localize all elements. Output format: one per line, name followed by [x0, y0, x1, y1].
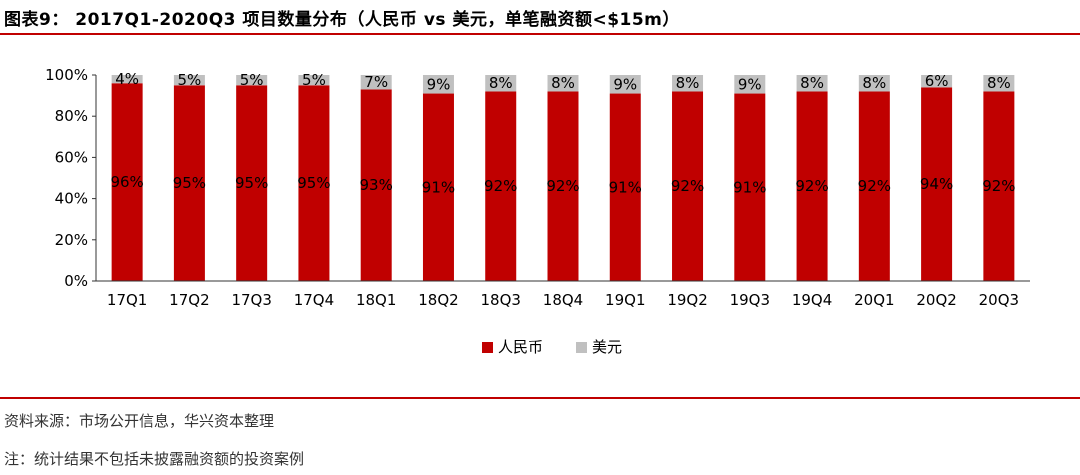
bar-rmb: [236, 85, 268, 281]
data-label-usd: 8%: [676, 74, 700, 92]
data-label-rmb: 96%: [110, 173, 143, 191]
bar-rmb: [734, 93, 766, 281]
y-tick-label: 100%: [45, 66, 88, 84]
legend-swatch: [482, 342, 493, 353]
legend: 人民币 美元: [482, 338, 622, 356]
bar-rmb: [360, 89, 392, 281]
source-note: 资料来源：市场公开信息，华兴资本整理: [4, 412, 275, 430]
bar-rmb: [298, 85, 330, 281]
bar-rmb: [921, 87, 953, 281]
bar-usd: [609, 75, 641, 94]
data-label-usd: 8%: [862, 74, 886, 92]
x-tick-label: 17Q2: [169, 291, 209, 309]
bar-rmb: [609, 93, 641, 281]
data-label-rmb: 91%: [733, 178, 766, 196]
bar-rmb: [111, 83, 143, 281]
bar-rmb: [547, 91, 579, 281]
bar-rmb: [858, 91, 890, 281]
data-label-usd: 7%: [364, 73, 388, 91]
data-label-rmb: 95%: [297, 174, 330, 192]
x-tick-label: 18Q1: [356, 291, 396, 309]
data-label-usd: 9%: [427, 75, 451, 93]
bar-usd: [921, 75, 953, 88]
data-label-usd: 8%: [489, 74, 513, 92]
data-label-rmb: 94%: [920, 175, 953, 193]
data-label-usd: 5%: [240, 71, 264, 89]
data-label-rmb: 92%: [982, 177, 1015, 195]
x-tick-label: 20Q2: [916, 291, 956, 309]
data-label-usd: 5%: [302, 71, 326, 89]
data-label-rmb: 92%: [858, 177, 891, 195]
x-tick-label: 19Q3: [730, 291, 770, 309]
y-tick-label: 60%: [55, 148, 88, 166]
footer-rule: [0, 397, 1080, 399]
title-rule: [0, 33, 1080, 35]
bar-usd: [796, 75, 828, 92]
bar-usd: [734, 75, 766, 94]
legend-label: 人民币: [498, 338, 543, 356]
legend-label: 美元: [592, 338, 622, 356]
bar-rmb: [173, 85, 205, 281]
data-label-usd: 8%: [800, 74, 824, 92]
data-label-usd: 9%: [738, 75, 762, 93]
bar-usd: [360, 75, 392, 90]
x-tick-label: 17Q3: [231, 291, 271, 309]
bar-rmb: [672, 91, 704, 281]
data-label-rmb: 95%: [173, 174, 206, 192]
stacked-bar-chart: 0%20%40%60%80%100% 96%4%95%5%95%5%95%5%9…: [45, 66, 1030, 356]
x-tick-label: 18Q3: [481, 291, 521, 309]
bar-usd: [858, 75, 890, 92]
bar-rmb: [422, 93, 454, 281]
bar-usd: [422, 75, 454, 94]
bar-usd: [485, 75, 517, 92]
data-label-usd: 6%: [925, 72, 949, 90]
bar-usd: [983, 75, 1015, 92]
x-tick-label: 17Q4: [294, 291, 334, 309]
data-label-rmb: 91%: [609, 178, 642, 196]
bar-usd: [672, 75, 704, 92]
data-label-usd: 9%: [613, 75, 637, 93]
y-axis: 0% 20% 40% 60% 80% 100%: [45, 66, 97, 290]
x-axis: 17Q1 17Q2 17Q3 17Q4 18Q1 18Q2 18Q3 18Q4 19Q1 19Q2…: [96, 280, 1030, 309]
bar-rmb: [983, 91, 1015, 281]
x-tick-label: 18Q4: [543, 291, 583, 309]
x-tick-label: 19Q2: [667, 291, 707, 309]
bar-rmb: [796, 91, 828, 281]
footnote: 注：统计结果不包括未披露融资额的投资案例: [4, 450, 305, 468]
y-tick-label: 40%: [55, 190, 88, 208]
bar-usd: [298, 75, 330, 86]
y-tick-label: 0%: [64, 272, 88, 290]
bar-usd: [547, 75, 579, 92]
x-tick-label: 17Q1: [107, 291, 147, 309]
y-tick-label: 80%: [55, 107, 88, 125]
y-tick-label: 20%: [55, 231, 88, 249]
x-tick-label: 18Q2: [418, 291, 458, 309]
bars: 96% 4% 95% 5% 95% 5% 95% 5% 93% 7% 91% 9% 92% 8% 92% 8%…: [110, 70, 1016, 281]
data-label-usd: 8%: [987, 74, 1011, 92]
x-tick-label: 20Q3: [979, 291, 1019, 309]
x-tick-label: 19Q1: [605, 291, 645, 309]
figure-title: 图表9： 2017Q1-2020Q3 项目数量分布（人民币 vs 美元，单笔融资…: [4, 10, 680, 30]
bar-usd: [173, 75, 205, 86]
legend-swatch: [576, 342, 587, 353]
data-label-usd: 4%: [115, 70, 139, 88]
bar-usd: [236, 75, 268, 86]
x-tick-label: 19Q4: [792, 291, 832, 309]
data-label-rmb: 93%: [360, 176, 393, 194]
data-label-rmb: 92%: [546, 177, 579, 195]
data-label-rmb: 95%: [235, 174, 268, 192]
data-label-rmb: 92%: [795, 177, 828, 195]
data-label-rmb: 92%: [484, 177, 517, 195]
data-label-rmb: 92%: [671, 177, 704, 195]
x-tick-label: 20Q1: [854, 291, 894, 309]
data-label-usd: 8%: [551, 74, 575, 92]
data-label-usd: 5%: [178, 71, 202, 89]
data-label-rmb: 91%: [422, 178, 455, 196]
bar-usd: [111, 75, 143, 84]
bar-rmb: [485, 91, 517, 281]
